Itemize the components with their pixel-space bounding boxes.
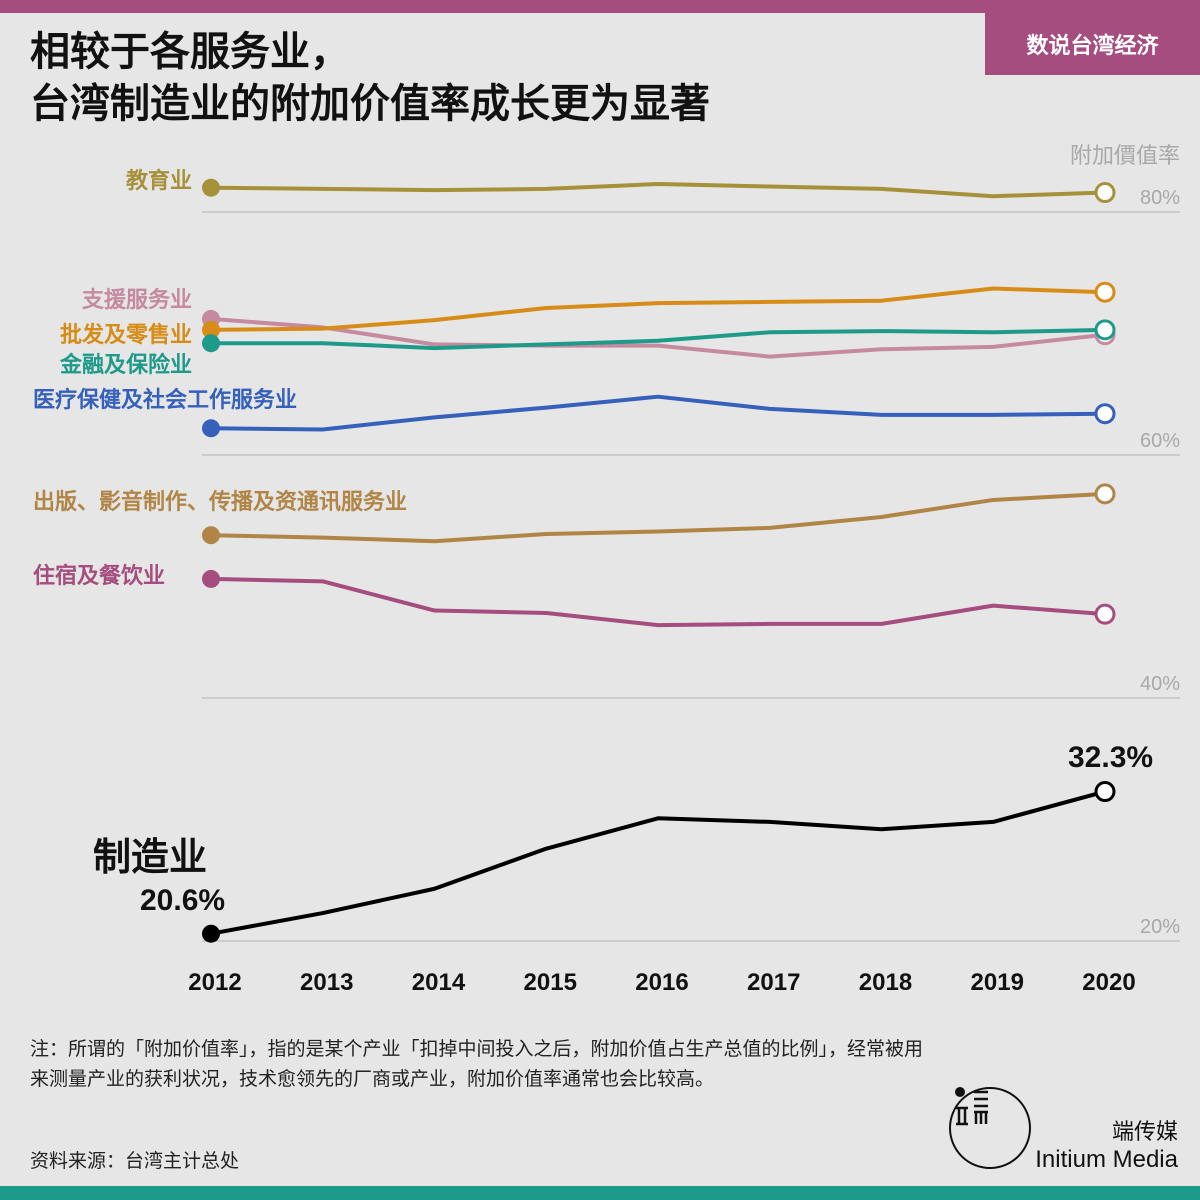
series-label: 支援服务业 bbox=[82, 288, 192, 313]
start-value-label: 20.6% bbox=[140, 884, 225, 917]
end-value-label: 32.3% bbox=[1068, 741, 1153, 774]
y-tick-label: 20% bbox=[1140, 916, 1180, 938]
x-tick-label: 2015 bbox=[524, 969, 577, 996]
x-tick-label: 2013 bbox=[300, 969, 353, 996]
series-label: 教育业 bbox=[126, 168, 192, 194]
y-tick-label: 80% bbox=[1140, 187, 1180, 209]
series-line bbox=[209, 316, 1107, 359]
y-tick-label: 60% bbox=[1140, 430, 1180, 452]
series-label-manufacturing: 制造业 bbox=[93, 835, 207, 879]
series-label: 出版、影音制作、传播及资通讯服务业 bbox=[33, 489, 407, 515]
series-end-point bbox=[1094, 403, 1116, 425]
bottom-accent-bar bbox=[0, 1186, 1200, 1200]
series-end-point bbox=[1094, 483, 1116, 505]
series-line bbox=[209, 286, 1107, 332]
series-line bbox=[209, 327, 1107, 351]
series-line bbox=[209, 491, 1107, 544]
series-end-point bbox=[1094, 781, 1116, 803]
initium-logo-icon bbox=[949, 1087, 1031, 1169]
series-start-point bbox=[202, 334, 220, 353]
series-label: 住宿及餐饮业 bbox=[33, 563, 165, 589]
series-start-point bbox=[202, 924, 220, 943]
series-start-point bbox=[202, 526, 220, 545]
series-end-point bbox=[1094, 603, 1116, 625]
series-start-point bbox=[202, 569, 220, 588]
chart-title: 相较于各服务业， 台湾制造业的附加价值率成长更为显著 bbox=[30, 26, 710, 130]
series-line bbox=[209, 182, 1107, 199]
series-end-point bbox=[1094, 319, 1116, 341]
series-tag: 数说台湾经济 bbox=[985, 13, 1200, 75]
series-label: 批发及零售业 bbox=[60, 322, 192, 348]
x-tick-label: 2012 bbox=[188, 969, 241, 996]
x-tick-label: 2014 bbox=[412, 969, 466, 996]
series-start-point bbox=[202, 178, 220, 197]
x-tick-label: 2019 bbox=[971, 969, 1024, 996]
x-tick-label: 2018 bbox=[859, 969, 912, 996]
x-tick-label: 2017 bbox=[747, 969, 800, 996]
brand-name-cn: 端传媒 bbox=[1111, 1120, 1178, 1145]
series-line bbox=[209, 576, 1107, 628]
series-start-point bbox=[202, 320, 220, 339]
title-line-2: 台湾制造业的附加价值率成长更为显著 bbox=[30, 81, 710, 127]
top-accent-bar bbox=[0, 0, 1200, 13]
brand-name-en: Initium Media bbox=[1035, 1146, 1178, 1173]
title-line-1: 相较于各服务业， bbox=[30, 29, 350, 75]
x-tick-label: 2020 bbox=[1082, 969, 1135, 996]
data-source: 资料来源：台湾主计总处 bbox=[30, 1150, 240, 1172]
y-axis-title: 附加價值率 bbox=[1070, 144, 1180, 169]
x-tick-label: 2016 bbox=[635, 969, 688, 996]
series-end-point bbox=[1094, 182, 1116, 204]
series-start-point bbox=[202, 419, 220, 438]
series-end-point bbox=[1094, 281, 1116, 303]
series-line bbox=[209, 789, 1107, 936]
footnote: 注：所谓的「附加价值率」，指的是某个产业「扣掉中间投入之后，附加价值占生产总值的… bbox=[30, 1038, 924, 1090]
y-tick-label: 40% bbox=[1140, 673, 1180, 695]
series-label: 金融及保险业 bbox=[59, 352, 192, 378]
series-line bbox=[209, 394, 1107, 432]
series-label: 医疗保健及社会工作服务业 bbox=[33, 387, 297, 413]
